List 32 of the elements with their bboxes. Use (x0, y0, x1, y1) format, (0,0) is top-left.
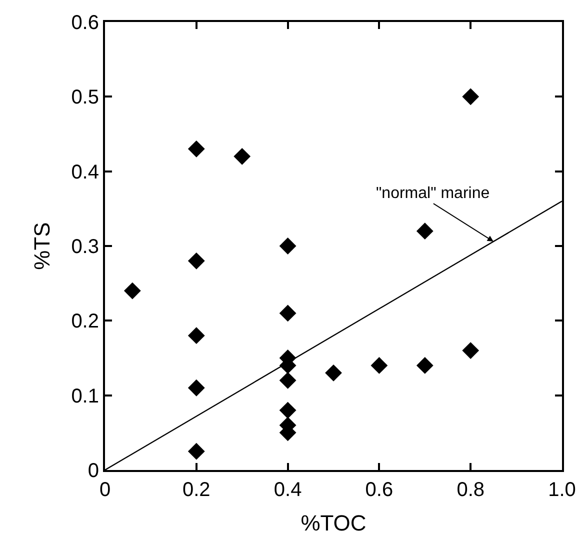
y-tick-label: 0.3 (71, 236, 99, 258)
x-tick-label: 0.8 (456, 479, 485, 501)
point (234, 148, 251, 165)
point (188, 140, 205, 158)
y-tick-label: 0.1 (71, 385, 99, 408)
point (188, 252, 205, 270)
point (279, 372, 296, 389)
x-tick-label: 1.0 (548, 479, 576, 501)
point (462, 342, 480, 359)
y-tick-label: 0.6 (71, 12, 99, 34)
point (279, 238, 296, 254)
y-axis-title: %TS (29, 222, 54, 270)
y-tick-label: 0.4 (71, 161, 99, 184)
point (124, 282, 141, 300)
point (279, 304, 296, 322)
point (370, 357, 388, 374)
point (279, 402, 296, 419)
x-axis-title: %TOC (300, 510, 366, 536)
point (325, 364, 342, 382)
y-tick-label: 0.2 (71, 310, 99, 333)
x-tick-label: 0.2 (182, 479, 210, 501)
x-tick-label: 0.6 (365, 479, 394, 501)
point (188, 442, 205, 460)
y-tick-label: 0 (88, 460, 99, 482)
y-tick-label: 0.5 (71, 86, 99, 109)
annotation: "normal" marine (376, 185, 490, 202)
point (188, 379, 205, 396)
point (462, 88, 480, 106)
point (188, 327, 205, 344)
x-tick-label: 0.4 (274, 479, 302, 501)
point (416, 357, 434, 374)
point (416, 222, 434, 240)
